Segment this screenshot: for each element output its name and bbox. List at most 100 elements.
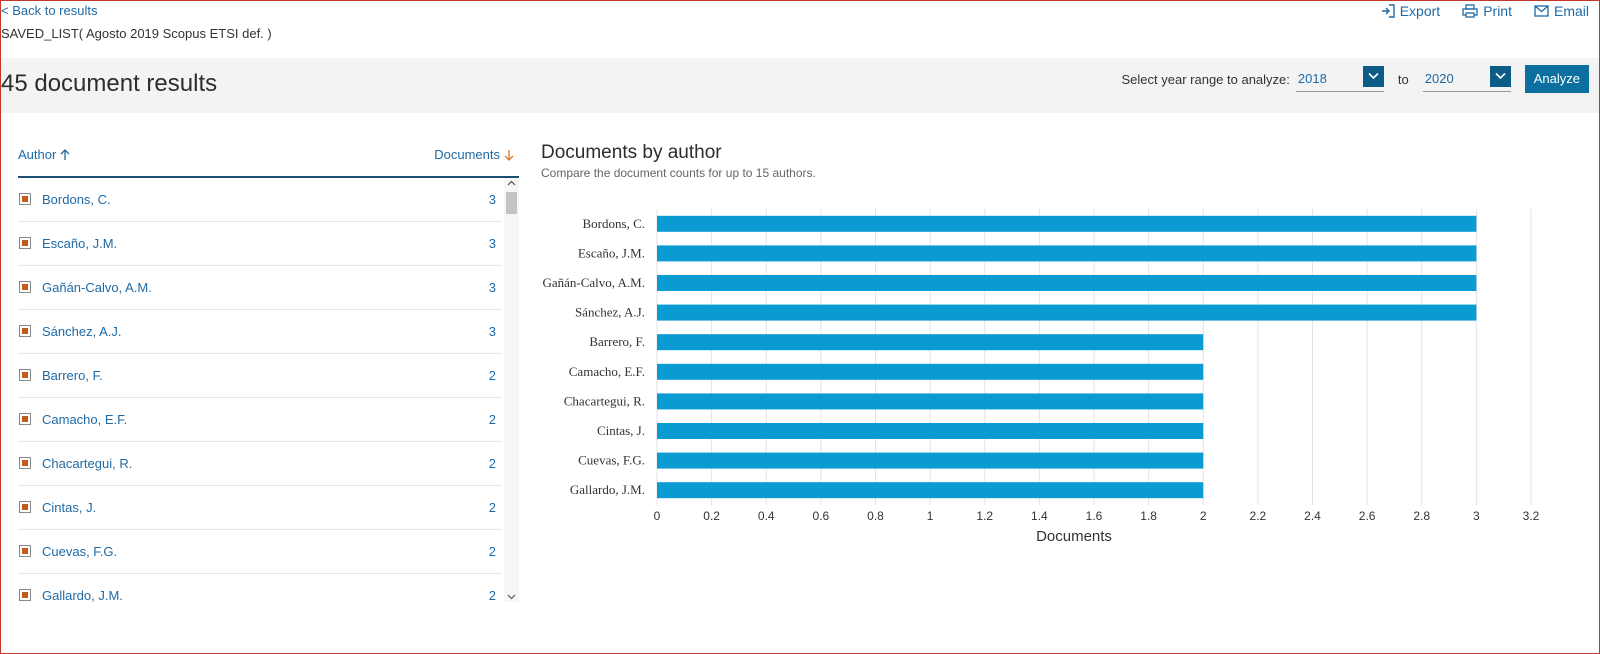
- author-checkbox[interactable]: [19, 413, 31, 425]
- back-to-results-link[interactable]: < Back to results: [1, 3, 98, 18]
- print-button[interactable]: Print: [1462, 3, 1512, 19]
- author-row[interactable]: Escaño, J.M. 3: [18, 222, 502, 266]
- year-from-select[interactable]: 2018: [1295, 66, 1384, 92]
- author-row[interactable]: Sánchez, A.J. 3: [18, 310, 502, 354]
- author-row[interactable]: Barrero, F. 2: [18, 354, 502, 398]
- author-document-count[interactable]: 2: [488, 368, 496, 383]
- author-document-count[interactable]: 2: [488, 500, 496, 515]
- author-name-link[interactable]: Gallardo, J.M.: [42, 588, 123, 602]
- chart-bar[interactable]: [657, 215, 1477, 232]
- x-tick-label: 2.4: [1304, 509, 1321, 523]
- chart-title: Documents by author: [541, 142, 722, 163]
- author-sort-header[interactable]: Author: [18, 147, 70, 162]
- year-range-label: Select year range to analyze:: [1121, 71, 1290, 87]
- x-axis-label: Documents: [1036, 528, 1112, 545]
- email-button[interactable]: Email: [1534, 3, 1589, 19]
- chart-bar[interactable]: [657, 275, 1477, 291]
- author-name-link[interactable]: Bordons, C.: [42, 192, 111, 207]
- analyze-button[interactable]: Analyze: [1524, 65, 1589, 93]
- y-category-label: Cuevas, F.G.: [578, 453, 645, 468]
- chevron-down-icon: [1368, 72, 1379, 80]
- x-tick-label: 1.2: [976, 509, 993, 523]
- author-row[interactable]: Cintas, J. 2: [18, 486, 502, 530]
- author-checkbox[interactable]: [19, 545, 31, 557]
- x-tick-label: 1.8: [1140, 509, 1157, 523]
- author-name-link[interactable]: Sánchez, A.J.: [42, 324, 122, 339]
- author-header-label: Author: [18, 147, 57, 162]
- author-document-count[interactable]: 2: [488, 544, 496, 559]
- results-title: 45 document results: [1, 70, 218, 97]
- chart-bar[interactable]: [657, 245, 1477, 262]
- author-name-link[interactable]: Escaño, J.M.: [42, 236, 118, 251]
- list-scrollbar[interactable]: [504, 178, 519, 602]
- export-button[interactable]: Export: [1381, 3, 1440, 19]
- x-tick-label: 2.2: [1250, 509, 1267, 523]
- x-tick-label: 1.4: [1031, 509, 1048, 523]
- author-document-count[interactable]: 3: [488, 324, 496, 339]
- author-name-link[interactable]: Chacartegui, R.: [42, 456, 133, 471]
- author-row[interactable]: Gañán-Calvo, A.M. 3: [18, 266, 502, 310]
- author-row[interactable]: Cuevas, F.G. 2: [18, 530, 502, 574]
- author-row[interactable]: Chacartegui, R. 2: [18, 442, 502, 486]
- chart-bar[interactable]: [657, 452, 1204, 469]
- email-label: Email: [1553, 3, 1589, 19]
- chart-bar[interactable]: [657, 363, 1204, 380]
- y-category-label: Gallardo, J.M.: [570, 482, 645, 497]
- year-to-label: to: [1397, 71, 1409, 87]
- chevron-down-icon: [1495, 72, 1506, 80]
- x-tick-label: 0.8: [867, 509, 884, 523]
- year-from-dropdown-button[interactable]: [1362, 66, 1384, 87]
- chart-bar[interactable]: [657, 334, 1204, 351]
- chart-bar[interactable]: [657, 482, 1204, 499]
- x-tick-label: 1: [927, 509, 934, 523]
- x-tick-label: 0.4: [758, 509, 775, 523]
- author-row[interactable]: Bordons, C. 3: [18, 178, 502, 222]
- author-row[interactable]: Gallardo, J.M. 2: [18, 574, 502, 602]
- y-category-label: Gañán-Calvo, A.M.: [542, 275, 645, 290]
- author-document-count[interactable]: 2: [488, 456, 496, 471]
- y-category-label: Escaño, J.M.: [578, 245, 645, 260]
- export-label: Export: [1399, 3, 1441, 19]
- author-checkbox[interactable]: [19, 501, 31, 513]
- author-list[interactable]: Bordons, C. 3 Escaño, J.M. 3 Gañán-Calvo, A.…: [18, 178, 519, 602]
- author-checkbox[interactable]: [19, 281, 31, 293]
- author-name-link[interactable]: Cintas, J.: [42, 500, 97, 515]
- author-document-count[interactable]: 3: [488, 192, 496, 207]
- y-category-label: Bordons, C.: [583, 216, 645, 231]
- documents-sort-header[interactable]: Documents: [434, 147, 514, 162]
- scroll-down-icon[interactable]: [507, 594, 516, 600]
- author-checkbox[interactable]: [19, 325, 31, 337]
- chart-bar[interactable]: [657, 304, 1477, 321]
- x-tick-label: 0.2: [703, 509, 720, 523]
- author-document-count[interactable]: 3: [488, 236, 496, 251]
- author-row[interactable]: Camacho, E.F. 2: [18, 398, 502, 442]
- author-name-link[interactable]: Barrero, F.: [42, 368, 103, 383]
- chart-bar[interactable]: [657, 423, 1204, 439]
- x-tick-label: 3: [1473, 509, 1480, 523]
- year-to-dropdown-button[interactable]: [1489, 66, 1511, 87]
- export-icon: [1381, 4, 1395, 18]
- author-list-header: Author Documents: [18, 141, 519, 178]
- chart-bar[interactable]: [657, 393, 1204, 410]
- author-name-link[interactable]: Gañán-Calvo, A.M.: [42, 280, 152, 295]
- author-document-count[interactable]: 2: [488, 412, 496, 427]
- x-tick-label: 0.6: [813, 509, 830, 523]
- arrow-up-icon: [60, 148, 70, 160]
- year-to-select[interactable]: 2020: [1422, 66, 1511, 92]
- chart-subtitle: Compare the document counts for up to 15…: [541, 166, 816, 180]
- author-document-count[interactable]: 3: [488, 280, 496, 295]
- author-checkbox[interactable]: [19, 589, 31, 601]
- author-checkbox[interactable]: [19, 237, 31, 249]
- scroll-up-icon[interactable]: [507, 180, 516, 186]
- author-checkbox[interactable]: [19, 457, 31, 469]
- year-range-selector: Select year range to analyze: 2018 to 20…: [1122, 65, 1589, 93]
- arrow-down-icon: [504, 149, 514, 161]
- author-name-link[interactable]: Cuevas, F.G.: [42, 544, 118, 559]
- saved-list-label: SAVED_LIST( Agosto 2019 Scopus ETSI def.…: [1, 26, 272, 41]
- x-tick-label: 2.6: [1359, 509, 1376, 523]
- author-checkbox[interactable]: [19, 369, 31, 381]
- author-document-count[interactable]: 2: [488, 588, 496, 602]
- scrollbar-thumb[interactable]: [506, 192, 517, 214]
- author-checkbox[interactable]: [19, 193, 31, 205]
- author-name-link[interactable]: Camacho, E.F.: [42, 412, 128, 427]
